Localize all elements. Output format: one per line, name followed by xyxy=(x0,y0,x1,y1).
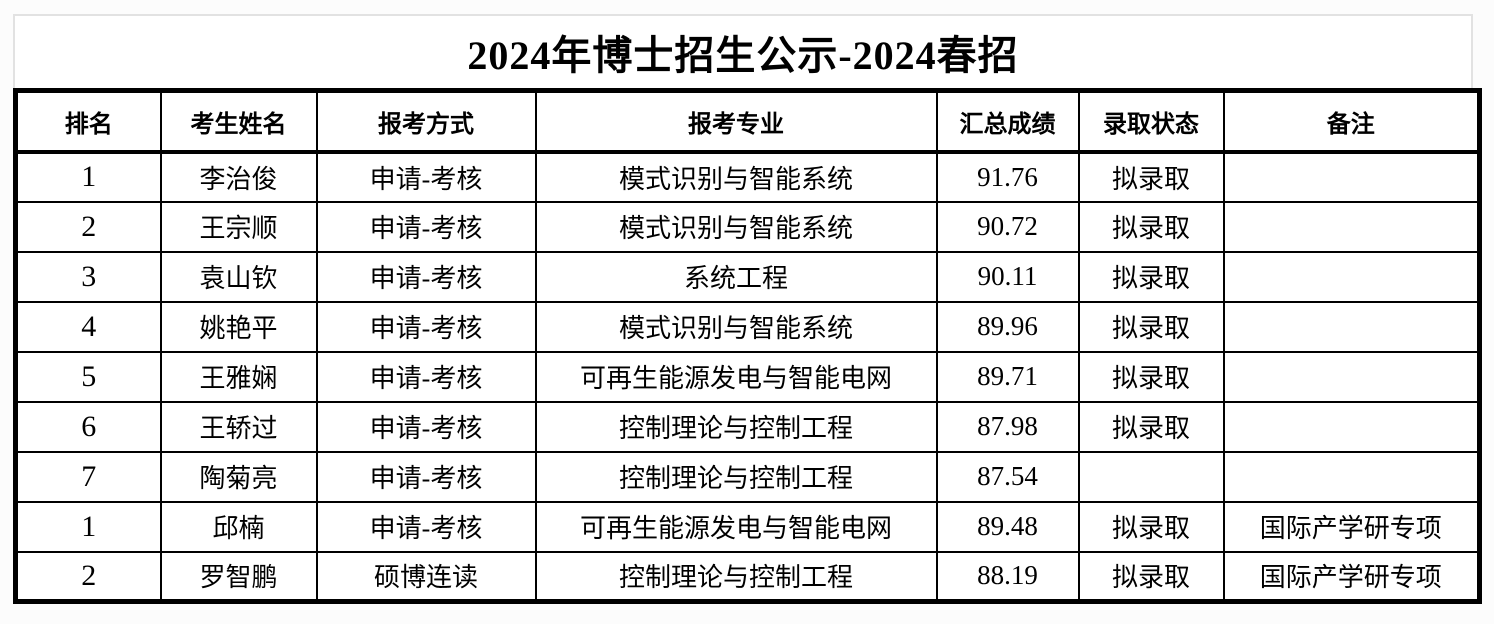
cell-name: 陶菊亮 xyxy=(159,450,318,503)
cell-remark: 国际产学研专项 xyxy=(1222,500,1481,553)
table-row: 4 姚艳平 申请-考核 模式识别与智能系统 89.96 拟录取 xyxy=(14,300,1481,353)
cell-major: 可再生能源发电与智能电网 xyxy=(534,350,938,403)
cell-rank: 2 xyxy=(14,200,162,253)
column-header-status: 录取状态 xyxy=(1077,89,1225,154)
cell-method: 申请-考核 xyxy=(315,250,537,303)
cell-score: 91.76 xyxy=(935,150,1080,203)
cell-major: 模式识别与智能系统 xyxy=(534,200,938,253)
table-row: 5 王雅娴 申请-考核 可再生能源发电与智能电网 89.71 拟录取 xyxy=(14,350,1481,403)
cell-score: 89.96 xyxy=(935,300,1080,353)
table-row: 2 王宗顺 申请-考核 模式识别与智能系统 90.72 拟录取 xyxy=(14,200,1481,253)
cell-major: 模式识别与智能系统 xyxy=(534,150,938,203)
cell-name: 邱楠 xyxy=(159,500,318,553)
cell-major: 控制理论与控制工程 xyxy=(534,550,938,603)
cell-status: 拟录取 xyxy=(1077,400,1225,453)
cell-major: 可再生能源发电与智能电网 xyxy=(534,500,938,553)
page-title: 2024年博士招生公示-2024春招 xyxy=(13,14,1473,88)
cell-status xyxy=(1077,450,1225,503)
cell-name: 王宗顺 xyxy=(159,200,318,253)
cell-remark: 国际产学研专项 xyxy=(1222,550,1481,603)
cell-score: 87.98 xyxy=(935,400,1080,453)
cell-method: 硕博连读 xyxy=(315,550,537,603)
cell-rank: 1 xyxy=(14,500,162,553)
cell-rank: 4 xyxy=(14,300,162,353)
cell-rank: 6 xyxy=(14,400,162,453)
table-body: 1 李治俊 申请-考核 模式识别与智能系统 91.76 拟录取 2 王宗顺 申请-考核 模式识别与… xyxy=(14,150,1481,603)
cell-status: 拟录取 xyxy=(1077,500,1225,553)
cell-name: 姚艳平 xyxy=(159,300,318,353)
column-header-remark: 备注 xyxy=(1222,89,1481,154)
table-row: 3 袁山钦 申请-考核 系统工程 90.11 拟录取 xyxy=(14,250,1481,303)
cell-score: 89.48 xyxy=(935,500,1080,553)
cell-method: 申请-考核 xyxy=(315,300,537,353)
column-header-rank: 排名 xyxy=(14,89,162,154)
cell-name: 罗智鹏 xyxy=(159,550,318,603)
cell-status: 拟录取 xyxy=(1077,550,1225,603)
cell-score: 89.71 xyxy=(935,350,1080,403)
table-row: 1 李治俊 申请-考核 模式识别与智能系统 91.76 拟录取 xyxy=(14,150,1481,203)
header-row: 排名 考生姓名 报考方式 报考专业 汇总成绩 录取状态 备注 xyxy=(14,89,1481,154)
cell-remark xyxy=(1222,450,1481,503)
cell-rank: 7 xyxy=(14,450,162,503)
column-header-score: 汇总成绩 xyxy=(935,89,1080,154)
cell-major: 控制理论与控制工程 xyxy=(534,450,938,503)
cell-rank: 2 xyxy=(14,550,162,603)
cell-method: 申请-考核 xyxy=(315,400,537,453)
cell-status: 拟录取 xyxy=(1077,150,1225,203)
cell-remark xyxy=(1222,150,1481,203)
cell-status: 拟录取 xyxy=(1077,350,1225,403)
cell-status: 拟录取 xyxy=(1077,300,1225,353)
cell-method: 申请-考核 xyxy=(315,150,537,203)
column-header-name: 考生姓名 xyxy=(159,89,318,154)
column-header-major: 报考专业 xyxy=(534,89,938,154)
cell-major: 模式识别与智能系统 xyxy=(534,300,938,353)
cell-score: 88.19 xyxy=(935,550,1080,603)
cell-score: 90.72 xyxy=(935,200,1080,253)
table-row: 7 陶菊亮 申请-考核 控制理论与控制工程 87.54 xyxy=(14,450,1481,503)
cell-status: 拟录取 xyxy=(1077,250,1225,303)
cell-remark xyxy=(1222,350,1481,403)
cell-method: 申请-考核 xyxy=(315,200,537,253)
cell-major: 控制理论与控制工程 xyxy=(534,400,938,453)
table-row: 1 邱楠 申请-考核 可再生能源发电与智能电网 89.48 拟录取 国际产学研专项 xyxy=(14,500,1481,553)
cell-remark xyxy=(1222,300,1481,353)
column-header-method: 报考方式 xyxy=(315,89,537,154)
cell-method: 申请-考核 xyxy=(315,500,537,553)
cell-name: 袁山钦 xyxy=(159,250,318,303)
cell-name: 王轿过 xyxy=(159,400,318,453)
cell-score: 90.11 xyxy=(935,250,1080,303)
cell-method: 申请-考核 xyxy=(315,450,537,503)
cell-score: 87.54 xyxy=(935,450,1080,503)
cell-remark xyxy=(1222,400,1481,453)
table-row: 6 王轿过 申请-考核 控制理论与控制工程 87.98 拟录取 xyxy=(14,400,1481,453)
cell-status: 拟录取 xyxy=(1077,200,1225,253)
cell-name: 王雅娴 xyxy=(159,350,318,403)
cell-method: 申请-考核 xyxy=(315,350,537,403)
cell-rank: 1 xyxy=(14,150,162,203)
cell-major: 系统工程 xyxy=(534,250,938,303)
cell-rank: 3 xyxy=(14,250,162,303)
cell-remark xyxy=(1222,200,1481,253)
admissions-table: 排名 考生姓名 报考方式 报考专业 汇总成绩 录取状态 备注 1 李治俊 申请-考核 模式识别与智… xyxy=(13,88,1482,604)
cell-name: 李治俊 xyxy=(159,150,318,203)
table-row: 2 罗智鹏 硕博连读 控制理论与控制工程 88.19 拟录取 国际产学研专项 xyxy=(14,550,1481,603)
cell-rank: 5 xyxy=(14,350,162,403)
cell-remark xyxy=(1222,250,1481,303)
